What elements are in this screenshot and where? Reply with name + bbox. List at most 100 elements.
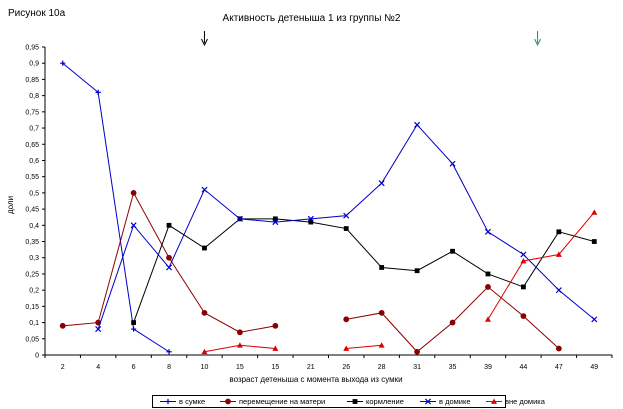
legend-marker [165,398,171,405]
x-tick-label: 44 [520,364,528,371]
data-point [485,284,491,290]
data-point [166,222,172,228]
data-point [378,309,385,316]
y-tick-label: 0,4 [29,223,39,230]
figure-label: Рисунок 10а [8,8,66,19]
annotation-arrow-head [201,38,208,47]
x-tick-label: 10 [201,364,209,371]
data-point [555,287,562,294]
annotation-arrow-head [534,38,542,47]
data-point [236,342,243,348]
legend-swatch [486,398,502,404]
series-line [62,62,170,353]
x-tick-label: 39 [484,364,492,371]
data-point [343,226,349,231]
data-point [130,326,137,332]
data-point [520,251,527,258]
data-point [379,265,385,270]
y-tick-label: 0,9 [29,61,39,68]
x-axis-ticks: 2 4 6 8 10 15 15 21 26 28 31 35 39 44 47 49 [44,355,613,371]
data-point [484,228,491,235]
data-point [95,89,101,95]
chart-axes [44,47,612,356]
series-2 [59,189,562,355]
data-point [520,257,527,264]
legend-swatch [220,398,236,405]
chart-title: Активность детеныша 1 из группы №2 [222,13,401,24]
data-point [450,248,455,254]
x-tick-label: 8 [167,364,171,371]
data-point [520,313,527,319]
legend-label: в домике [439,397,471,406]
y-tick-label: 0,8 [29,93,39,100]
y-tick-label: 0,85 [25,77,39,84]
y-tick-label: 0,15 [25,304,39,311]
data-point [237,329,243,336]
legend-marker [352,399,358,404]
x-tick-label: 47 [555,364,563,371]
series-line [133,218,595,323]
data-point [591,316,598,323]
y-tick-label: 0,95 [25,45,39,52]
series-line [346,344,382,350]
data-point [202,245,207,251]
x-tick-label: 6 [132,364,136,371]
data-point [201,309,208,316]
y-tick-label: 0,25 [25,271,39,278]
x-tick-label: 35 [449,364,457,371]
series-line [346,286,560,353]
legend-marker [225,398,231,405]
y-tick-label: 0,7 [29,126,39,133]
y-tick-label: 0,65 [25,142,39,149]
data-point [414,268,420,274]
data-point [307,215,314,222]
legend-swatch [160,398,176,405]
y-tick-label: 0 [35,353,39,360]
y-tick-label: 0,35 [25,239,39,246]
y-tick-label: 0,1 [29,320,39,327]
data-point [414,348,420,355]
data-point [556,229,562,235]
y-tick-label: 0,45 [25,207,39,214]
y-tick-label: 0,55 [25,174,39,181]
x-tick-label: 4 [96,364,100,371]
data-point [272,322,279,329]
data-point [272,216,278,222]
data-point [308,219,314,225]
legend-marker [491,398,497,404]
x-tick-label: 15 [236,364,244,371]
data-point [59,322,66,329]
data-point [485,271,491,277]
data-point [521,284,526,290]
data-point [131,320,136,325]
data-point [591,209,598,215]
y-tick-label: 0,2 [29,288,39,295]
data-point [343,212,350,219]
legend-label: вне домика [505,397,545,406]
data-point [236,215,243,222]
series-1 [60,60,172,355]
x-tick-label: 49 [590,364,598,371]
legend-marker [424,398,432,405]
data-point [449,319,456,326]
y-tick-label: 0,75 [25,109,39,116]
data-point [95,326,102,333]
data-point [201,186,208,193]
data-point [449,160,456,167]
x-tick-label: 28 [378,364,386,371]
data-point [343,345,350,351]
data-point [60,60,66,66]
series-3 [131,216,597,325]
legend-swatch [420,398,436,405]
data-point [555,251,562,257]
chart-legend: в сумке перемещение на матери кормление в д… [152,395,545,408]
x-tick-label: 26 [342,364,350,371]
series-4 [95,121,598,333]
x-axis-label: возраст детеныша с момента выхода из сум… [229,375,402,384]
series-layer [59,60,598,355]
data-point [484,316,491,322]
y-tick-label: 0,6 [29,158,39,165]
legend-label: перемещение на матери [239,397,326,406]
series-line [487,212,595,320]
